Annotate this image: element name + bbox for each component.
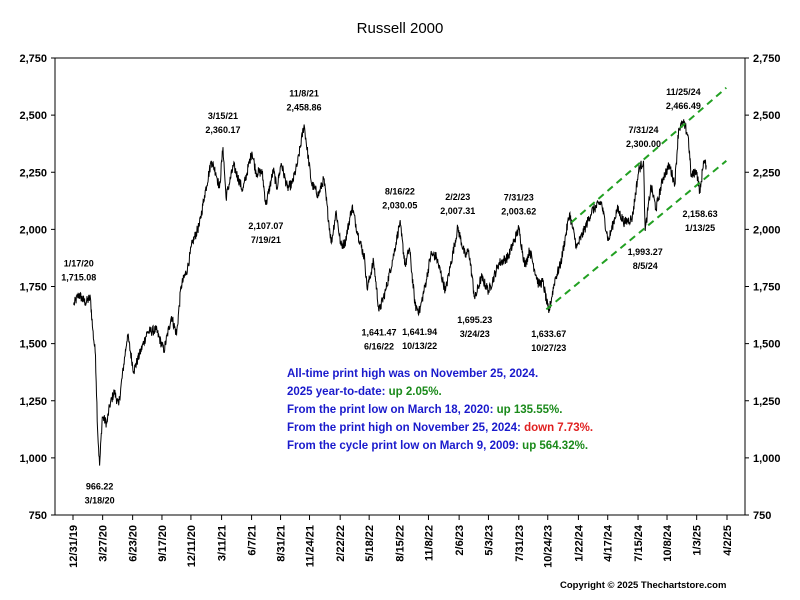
y-tick-label-left: 2,500 <box>19 110 47 122</box>
annotation-label: 7/31/24 <box>628 125 658 135</box>
performance-note-segment: 2025 year-to-date: <box>287 386 389 398</box>
y-tick-label-left: 2,000 <box>19 224 47 236</box>
y-tick-label-left: 1,000 <box>19 453 47 465</box>
x-tick-label: 2/6/23 <box>454 525 466 556</box>
annotation-label: 2,107.07 <box>248 221 283 231</box>
y-tick-label-left: 750 <box>29 510 47 522</box>
y-tick-label-left: 1,250 <box>19 396 47 408</box>
x-tick-label: 12/31/19 <box>68 525 80 568</box>
annotation-sublabel: 2,466.49 <box>666 101 701 111</box>
x-tick-label: 9/17/20 <box>157 525 169 562</box>
x-tick-label: 5/18/22 <box>364 525 376 562</box>
x-tick-label: 3/27/20 <box>98 525 110 562</box>
x-tick-label: 10/8/24 <box>662 524 674 562</box>
x-tick-label: 7/15/24 <box>633 524 645 562</box>
y-tick-label-left: 2,750 <box>19 53 47 65</box>
performance-note-segment: From the cycle print low on March 9, 200… <box>287 440 522 452</box>
annotation-sublabel: 3/24/23 <box>460 329 490 339</box>
performance-note-line: From the print low on March 18, 2020: up… <box>287 404 562 416</box>
y-tick-label-right: 750 <box>753 510 771 522</box>
performance-note-segment: up 564.32%. <box>522 440 588 452</box>
annotation-label: 1,695.23 <box>457 315 492 325</box>
annotation-label: 1,993.27 <box>628 247 663 257</box>
trend-channel-upper-line <box>570 86 727 224</box>
x-tick-label: 6/23/20 <box>128 525 140 562</box>
annotation-label: 8/16/22 <box>385 187 415 197</box>
y-tick-label-left: 1,500 <box>19 339 47 351</box>
y-tick-label-right: 2,000 <box>753 224 781 236</box>
performance-note-segment: All-time print high was on November 25, … <box>287 368 538 380</box>
annotation-label: 3/15/21 <box>208 111 238 121</box>
annotation-label: 966.22 <box>86 482 114 492</box>
y-tick-label-right: 2,500 <box>753 110 781 122</box>
annotation-label: 1,641.47 <box>362 327 397 337</box>
annotation-sublabel: 7/19/21 <box>251 235 281 245</box>
annotation-label: 11/8/21 <box>289 88 319 98</box>
x-tick-label: 12/11/20 <box>186 525 198 567</box>
annotation-sublabel: 8/5/24 <box>633 261 658 271</box>
annotation-sublabel: 2,003.62 <box>501 206 536 216</box>
annotation-sublabel: 3/18/20 <box>85 496 115 506</box>
x-tick-label: 11/24/21 <box>305 525 317 567</box>
y-tick-label-right: 1,500 <box>753 339 781 351</box>
annotation-sublabel: 1,715.08 <box>61 272 96 282</box>
annotation-sublabel: 10/13/22 <box>402 341 437 351</box>
annotation-label: 1,641.94 <box>402 327 437 337</box>
x-tick-label: 7/31/23 <box>514 525 526 562</box>
performance-note-segment: down 7.73%. <box>524 422 593 434</box>
plot-area <box>54 57 746 516</box>
trend-channel-lower-line <box>545 160 727 311</box>
x-tick-label: 6/7/21 <box>247 525 259 556</box>
x-tick-label: 1/3/25 <box>692 525 704 556</box>
annotation-label: 2/2/23 <box>445 192 470 202</box>
annotation-sublabel: 2,030.05 <box>382 201 417 211</box>
performance-note-segment: up 135.55%. <box>497 404 563 416</box>
x-tick-label: 5/3/23 <box>483 525 495 556</box>
annotation-label: 2,158.63 <box>683 209 718 219</box>
x-tick-label: 3/11/21 <box>217 525 229 561</box>
annotation-sublabel: 2,360.17 <box>205 125 240 135</box>
y-tick-label-right: 1,250 <box>753 396 781 408</box>
annotation-sublabel: 10/27/23 <box>531 343 566 353</box>
y-tick-label-right: 1,000 <box>753 453 781 465</box>
performance-note-line: From the print high on November 25, 2024… <box>287 422 593 434</box>
annotation-sublabel: 2,007.31 <box>440 206 475 216</box>
x-tick-label: 10/24/23 <box>543 525 555 568</box>
x-tick-label: 8/31/21 <box>276 525 288 562</box>
y-tick-label-right: 1,750 <box>753 282 781 294</box>
x-tick-label: 1/22/24 <box>573 524 585 562</box>
x-tick-label: 2/22/22 <box>335 525 347 562</box>
x-tick-label: 11/8/22 <box>423 525 435 561</box>
annotation-sublabel: 6/16/22 <box>364 341 394 351</box>
price-series-line <box>73 119 707 466</box>
annotation-sublabel: 1/13/25 <box>685 223 715 233</box>
performance-note-line: From the cycle print low on March 9, 200… <box>287 440 588 452</box>
performance-note-line: 2025 year-to-date: up 2.05%. <box>287 386 442 398</box>
annotation-sublabel: 2,300.00 <box>626 139 661 149</box>
x-tick-label: 8/15/22 <box>394 525 406 562</box>
annotation-label: 11/25/24 <box>666 87 701 97</box>
x-tick-label: 4/17/24 <box>603 524 615 562</box>
performance-note-segment: up 2.05%. <box>389 386 442 398</box>
performance-note-segment: From the print high on November 25, 2024… <box>287 422 524 434</box>
annotation-label: 1/17/20 <box>64 258 94 268</box>
x-tick-label: 4/2/25 <box>722 525 734 556</box>
annotation-label: 1,633.67 <box>531 329 566 339</box>
y-tick-label-right: 2,750 <box>753 53 781 65</box>
chart-title: Russell 2000 <box>357 20 444 37</box>
y-tick-label-right: 2,250 <box>753 167 781 179</box>
y-tick-label-left: 1,750 <box>19 282 47 294</box>
annotation-sublabel: 2,458.86 <box>287 102 322 112</box>
copyright-text: Copyright © 2025 Thechartstore.com <box>560 580 727 591</box>
performance-note-segment: From the print low on March 18, 2020: <box>287 404 497 416</box>
y-tick-label-left: 2,250 <box>19 167 47 179</box>
annotation-label: 7/31/23 <box>504 192 534 202</box>
performance-note-line: All-time print high was on November 25, … <box>287 368 538 380</box>
